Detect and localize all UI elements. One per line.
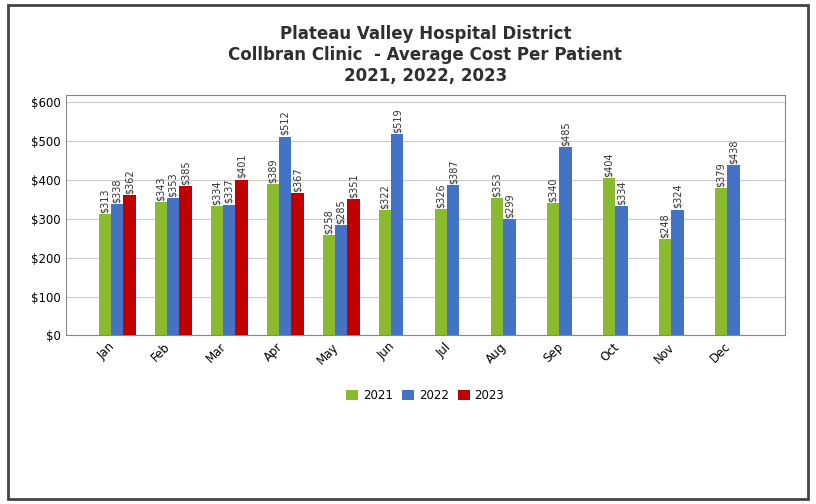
Text: $438: $438	[729, 140, 738, 164]
Text: $343: $343	[156, 176, 166, 201]
Text: $337: $337	[224, 179, 234, 203]
Text: $313: $313	[100, 188, 110, 213]
Bar	[211, 206, 223, 336]
Bar	[267, 184, 279, 336]
Text: $519: $519	[392, 108, 402, 133]
Text: $362: $362	[124, 169, 135, 194]
Bar	[291, 193, 304, 336]
Legend: 2021, 2022, 2023: 2021, 2022, 2023	[342, 384, 509, 407]
Bar	[235, 179, 248, 336]
Bar	[447, 185, 459, 336]
Text: $512: $512	[280, 110, 290, 136]
Text: $385: $385	[180, 160, 190, 184]
Text: $334: $334	[616, 180, 627, 205]
Text: $485: $485	[561, 121, 570, 146]
Bar	[111, 204, 123, 336]
Bar	[715, 188, 727, 336]
Bar	[391, 134, 403, 336]
Text: $404: $404	[604, 153, 614, 177]
Text: $387: $387	[448, 159, 459, 184]
Text: $326: $326	[436, 183, 446, 208]
Text: $322: $322	[380, 184, 390, 209]
Bar	[99, 214, 111, 336]
Bar	[615, 206, 628, 336]
Bar	[123, 195, 135, 336]
Bar	[491, 198, 503, 336]
Bar	[155, 202, 167, 336]
Bar	[167, 198, 180, 336]
Text: $334: $334	[212, 180, 222, 205]
Bar	[323, 235, 335, 336]
Bar	[503, 219, 516, 336]
Bar	[727, 165, 739, 336]
Text: $340: $340	[548, 178, 558, 202]
Text: $258: $258	[324, 209, 334, 234]
Bar	[279, 137, 291, 336]
Bar	[348, 199, 360, 336]
Bar	[559, 147, 571, 336]
Text: $351: $351	[348, 173, 358, 198]
Bar	[672, 210, 684, 336]
Bar	[180, 186, 192, 336]
Bar	[379, 210, 391, 336]
Text: $367: $367	[293, 167, 303, 192]
Bar	[223, 205, 235, 336]
Text: $389: $389	[268, 159, 278, 183]
Text: $338: $338	[112, 178, 122, 203]
Bar	[603, 178, 615, 336]
Text: $324: $324	[672, 184, 682, 208]
Text: $248: $248	[660, 213, 670, 238]
Text: $299: $299	[504, 194, 514, 218]
Title: Plateau Valley Hospital District
Collbran Clinic  - Average Cost Per Patient
202: Plateau Valley Hospital District Collbra…	[228, 25, 623, 85]
Bar	[547, 203, 559, 336]
Text: $379: $379	[716, 162, 726, 187]
Text: $353: $353	[168, 172, 178, 197]
Bar	[335, 225, 348, 336]
Text: $285: $285	[336, 199, 346, 224]
Bar	[659, 239, 672, 336]
Text: $401: $401	[237, 154, 246, 178]
Text: $353: $353	[492, 172, 502, 197]
Bar	[435, 209, 447, 336]
